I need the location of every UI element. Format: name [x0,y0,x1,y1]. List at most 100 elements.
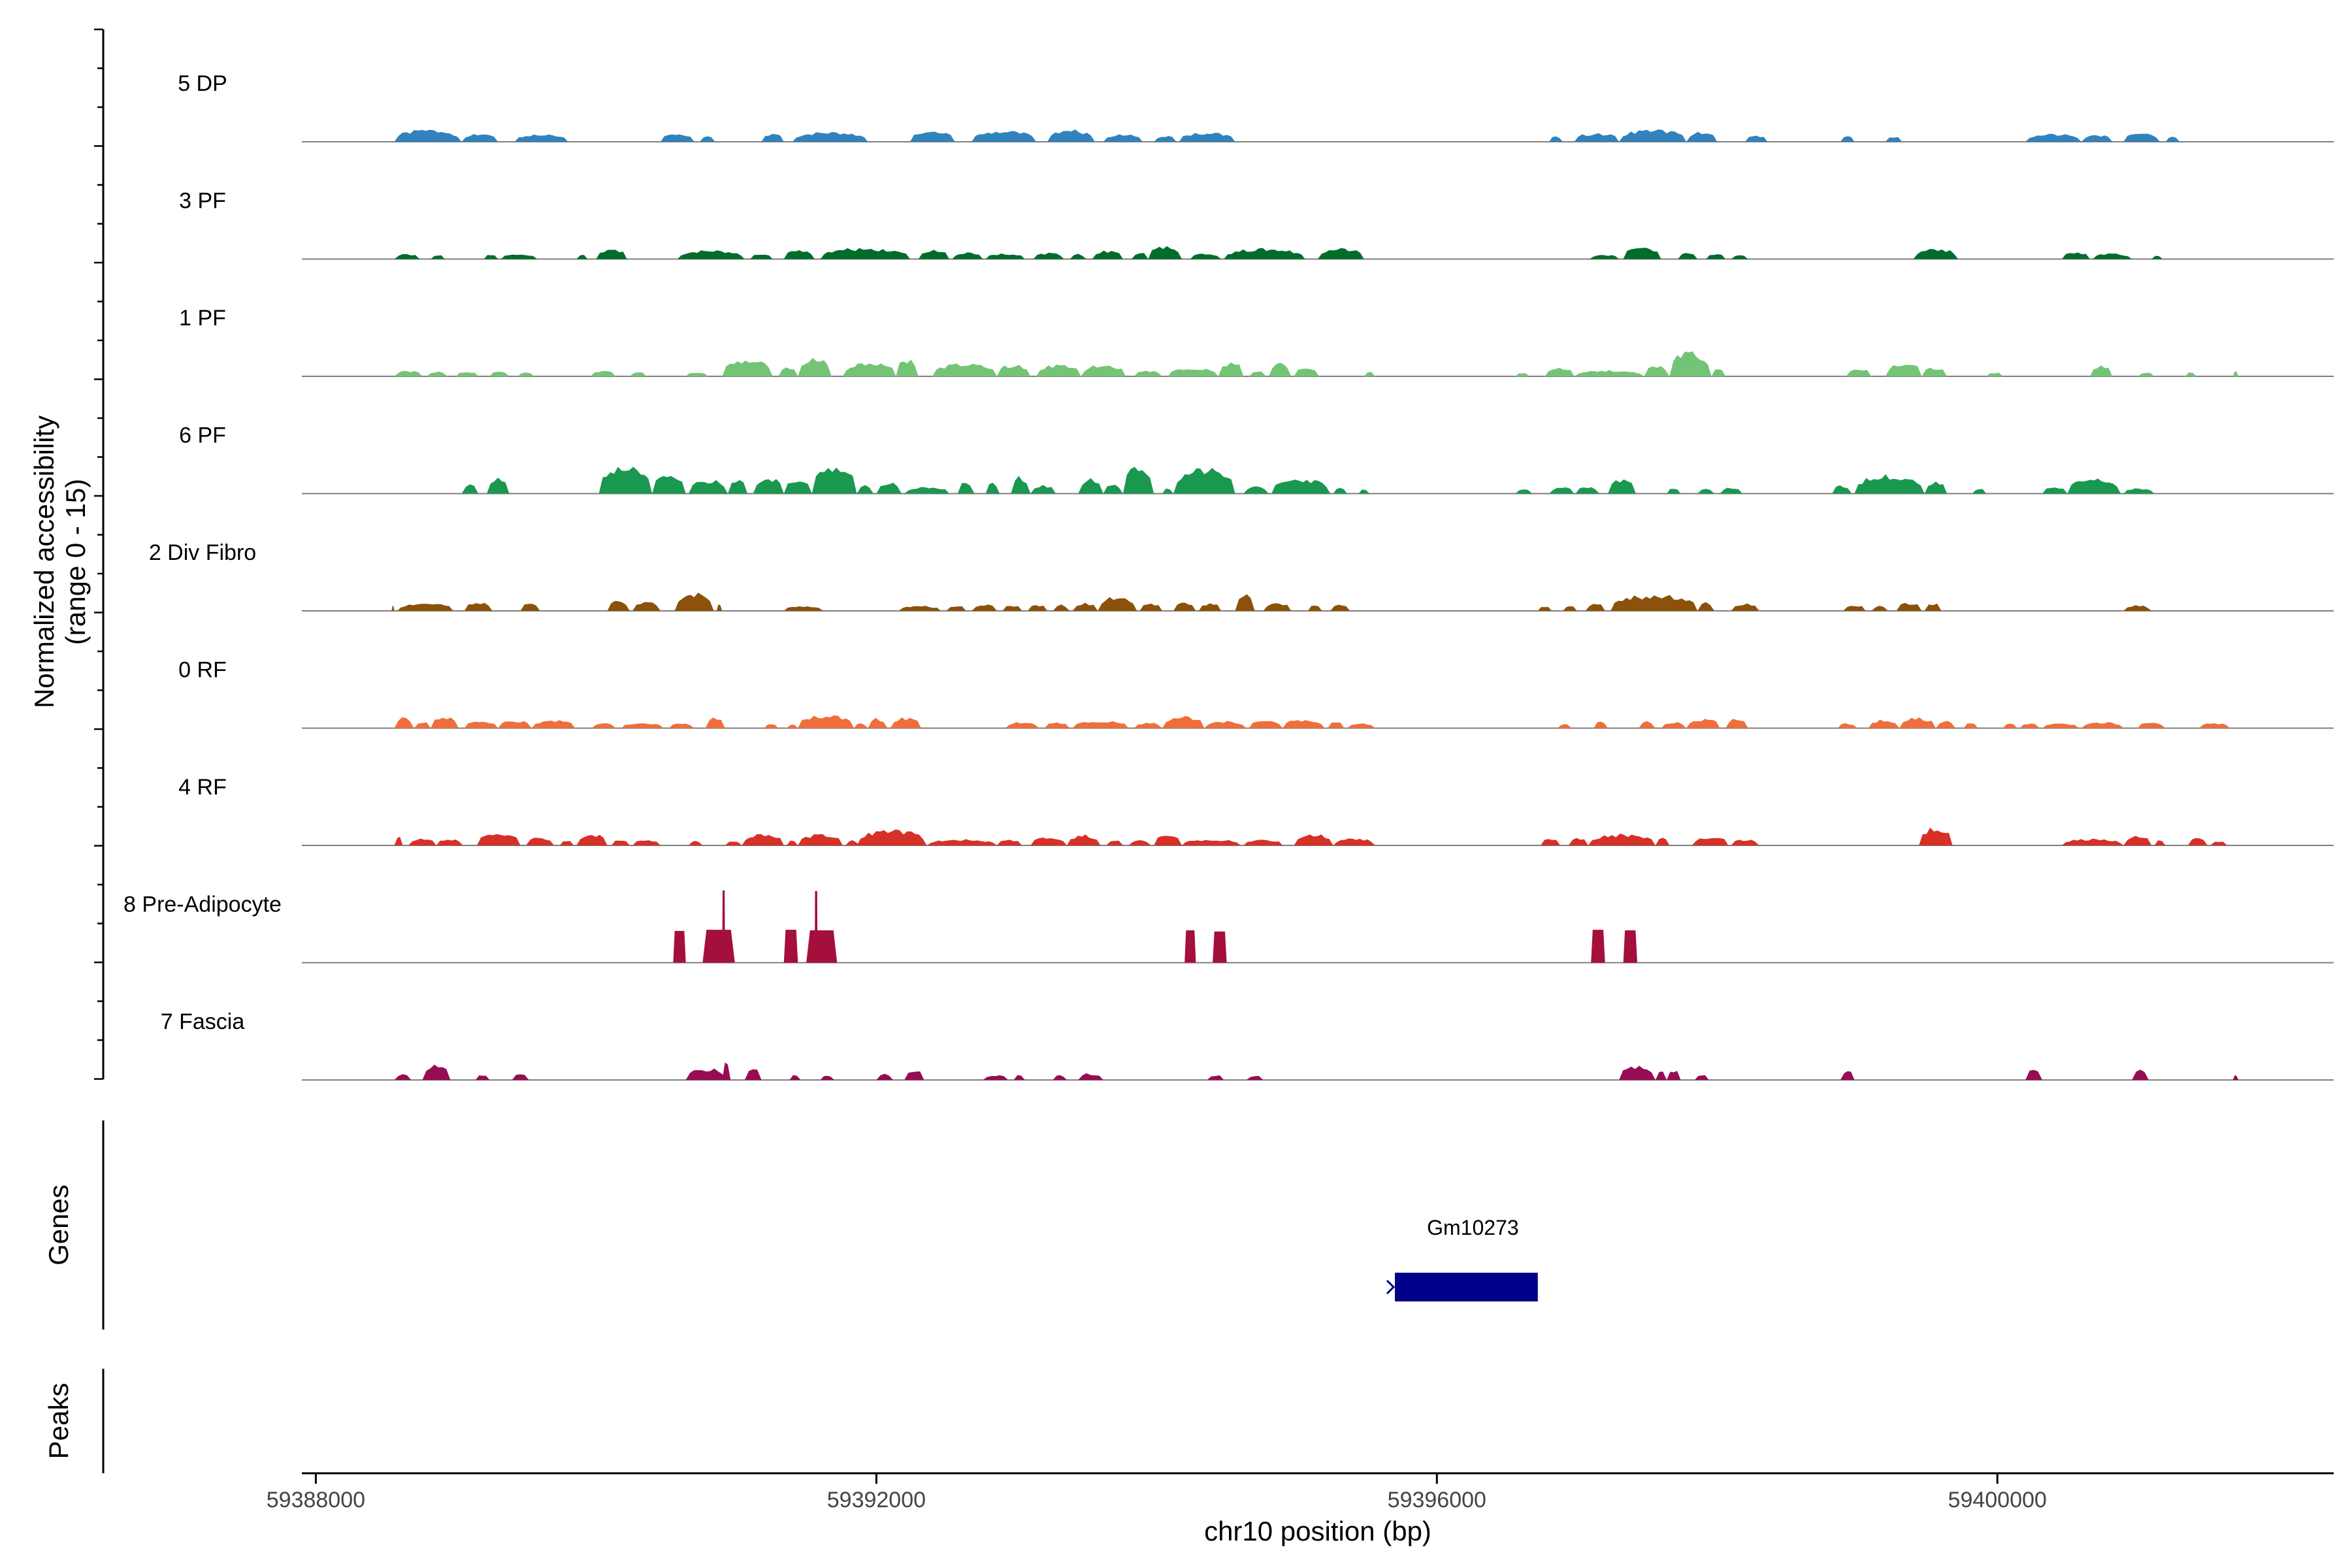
genes-track: Genes Gm10273 [43,1120,1538,1330]
coverage-peak [1098,596,1137,611]
coverage-peak [1330,604,1350,611]
coverage-peak [1667,489,1681,494]
track-1-pf: 1 PF [179,306,2334,377]
coverage-peak [806,930,838,963]
coverage-peak [408,838,436,845]
y-axis: Normalized accessibility (range 0 - 15) [29,28,105,1080]
coverage-peak [394,717,414,728]
coverage-peak [1661,722,1687,728]
coverage-peak [1263,603,1292,611]
coverage-peak [1044,722,1070,728]
coverage-peak [1871,606,1888,611]
coverage-peak [996,840,1022,845]
coverage-peak [1013,1075,1025,1080]
coverage-peak [845,840,860,845]
coverage-peak [798,715,855,728]
coverage-peak [1924,482,1947,494]
coverage-peak [1537,607,1552,611]
track-label: 6 PF [179,423,226,448]
coverage-peak [621,723,664,728]
coverage-peak [1711,369,1726,376]
coverage-peak [1921,368,1947,376]
coverage-peak [1246,1075,1264,1080]
coverage-peak [1224,248,1305,259]
coverage-peak [1574,370,1644,376]
coverage-peak [1162,488,1174,494]
coverage-peak [512,1074,529,1080]
coverage-peak [764,724,779,728]
track-label: 0 RF [178,658,227,683]
coverage-peak [1184,930,1196,963]
coverage-peak [1591,930,1605,963]
coverage-peak [1030,838,1068,845]
coverage-peak [2002,723,2017,728]
coverage-peak [1935,721,1955,728]
coverage-peak [1720,487,1742,494]
coverage-peak [1686,719,1720,728]
x-axis-label: chr10 position (bp) [1204,1516,1431,1546]
coverage-peak [1131,253,1149,259]
gene-label: Gm10273 [1427,1216,1519,1239]
track-label: 2 Div Fibro [149,540,256,565]
coverage-peak [2137,723,2166,728]
coverage-peak [500,254,538,259]
coverage-peak [1106,840,1123,845]
coverage-peak [2132,1070,2149,1080]
coverage-peak [1846,369,1872,376]
track-6-pf: 6 PF [179,423,2334,495]
track-0-rf: 0 RF [178,658,2334,729]
track-label: 1 PF [179,306,226,331]
coverage-peak [918,250,949,259]
coverage-peak [744,1069,762,1080]
coverage-peak [1731,603,1759,611]
coverage-peak [1028,605,1047,611]
coverage-peak [612,840,630,845]
coverage-peak [422,1064,451,1080]
coverage-peak [526,838,555,845]
coverage-peak [1103,134,1143,142]
coverage-peak [876,482,902,494]
coverage-peak [1868,719,1900,728]
coverage-peak [1033,252,1064,259]
coverage-peak [632,840,661,845]
x-axis-tick-label: 59392000 [827,1488,926,1512]
x-axis-tick-label: 59400000 [1948,1488,2047,1512]
coverage-peak [868,717,888,728]
coverage-peak [1168,368,1218,376]
coverage-peak [792,132,868,142]
coverage-peak [1686,131,1718,142]
coverage-peak [661,134,694,142]
coverage-peak [1593,721,1608,728]
coverage-peak [985,482,1000,494]
coverage-peak [1706,254,1726,259]
coverage-peak [787,840,798,845]
coverage-peak [1585,604,1605,611]
coverage-peak [1333,487,1347,494]
coverage-peak [1318,248,1364,259]
coverage-peak [1036,365,1081,376]
coverage-peak [787,725,798,728]
coverage-peak [2232,1075,2239,1080]
x-axis-tick-label: 59388000 [267,1488,365,1512]
coverage-peak [1731,255,1748,259]
coverage-peak [952,252,983,259]
coverage-peak [1655,1071,1667,1080]
coverage-peak [596,250,627,259]
coverage-tracks: 5 DP 3 PF 1 PF 6 PF 2 Div Fibro 0 RF 4 RF 8 Pre… [123,71,2334,1081]
coverage-peak [1072,721,1129,728]
track-label: 5 DP [178,71,227,96]
coverage-peak [2019,723,2040,728]
coverage-peak [397,604,453,611]
coverage-peak [854,723,868,728]
coverage-peak [394,370,423,376]
coverage-peak [1249,721,1283,728]
coverage-peak [2187,838,2208,845]
coverage-peak [483,255,498,259]
coverage-peak [629,372,647,376]
coverage-peak [489,372,510,376]
coverage-peak [1837,723,1857,728]
coverage-peak [1308,605,1322,611]
coverage-peak [2081,722,2124,728]
coverage-peak [1162,716,1205,728]
